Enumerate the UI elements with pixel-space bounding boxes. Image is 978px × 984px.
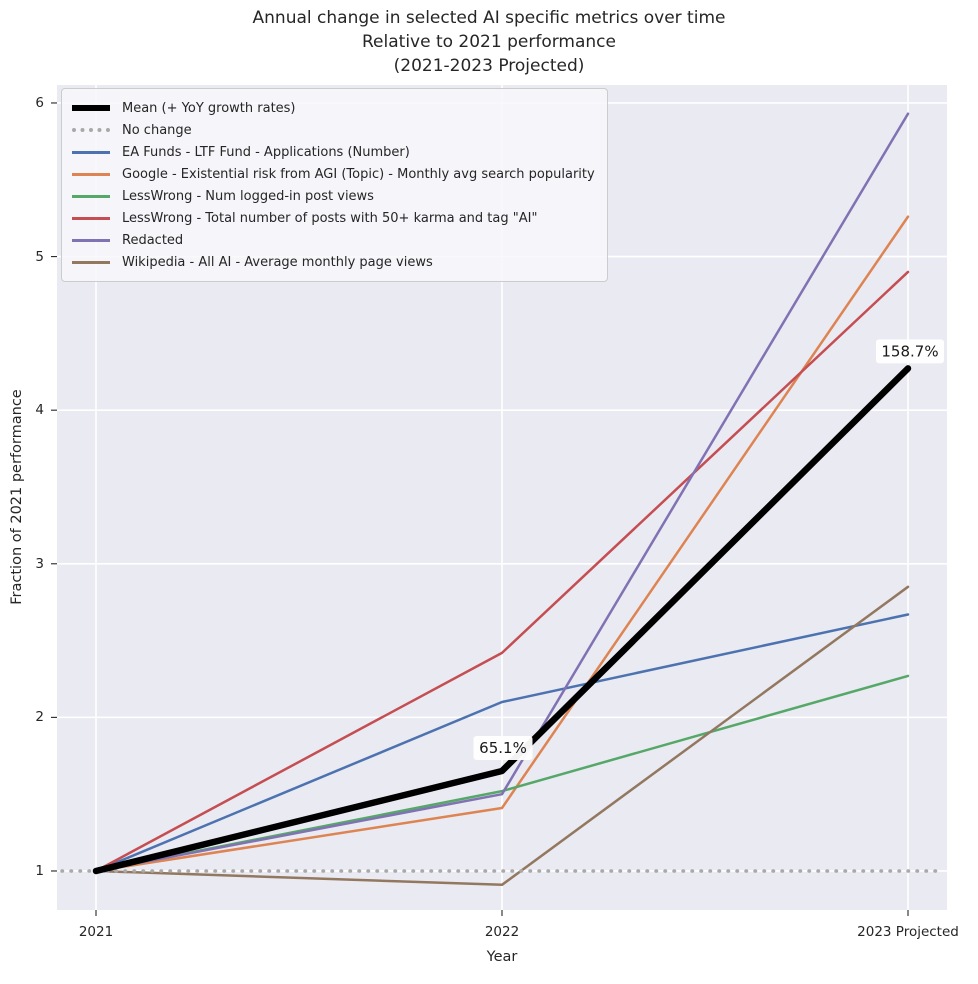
y-tick-labels: 1 2 3 4 5 6: [0, 0, 44, 984]
y-tick-label: 3: [35, 555, 44, 572]
legend-label: Google - Existential risk from AGI (Topi…: [122, 166, 595, 182]
annotation-text: 158.7%: [881, 342, 938, 360]
legend-label: Mean (+ YoY growth rates): [122, 100, 296, 116]
legend-line-sample: [72, 260, 110, 264]
y-tick-label: 6: [35, 94, 44, 111]
annotation: 65.1%: [473, 735, 533, 760]
x-axis-label: Year: [486, 949, 518, 965]
series-line: [94, 270, 910, 873]
series-line: [94, 585, 910, 887]
chart-title-line2: Relative to 2021 performance: [362, 32, 616, 52]
y-tick-label: 5: [35, 248, 44, 265]
legend-line-sample: [72, 216, 110, 220]
chart-title: Annual change in selected AI specific me…: [0, 6, 978, 78]
legend-item: LessWrong - Num logged-in post views: [72, 185, 595, 207]
series-line: [94, 613, 910, 873]
legend-item: Mean (+ YoY growth rates): [72, 97, 595, 119]
legend-item: Wikipedia - All AI - Average monthly pag…: [72, 251, 595, 273]
legend-line-sample: [72, 105, 110, 111]
series-line: [92, 365, 912, 875]
x-tick-label: 2023 Projected: [857, 924, 959, 940]
legend-label: LessWrong - Total number of posts with 5…: [122, 210, 538, 226]
y-tick-label: 1: [35, 862, 44, 879]
legend-item: No change: [72, 119, 595, 141]
chart-title-line3: (2021-2023 Projected): [393, 56, 585, 76]
legend: Mean (+ YoY growth rates) No change EA Fun…: [61, 88, 608, 282]
chart-title-line1: Annual change in selected AI specific me…: [252, 8, 726, 28]
legend-label: Redacted: [122, 232, 184, 248]
legend-line-sample: [72, 128, 110, 132]
legend-label: No change: [122, 122, 192, 138]
legend-label: LessWrong - Num logged-in post views: [122, 188, 374, 204]
legend-label: Wikipedia - All AI - Average monthly pag…: [122, 254, 433, 270]
y-tick-label: 4: [35, 402, 44, 419]
annotation-box: [876, 339, 944, 364]
legend-line-sample: [72, 238, 110, 242]
legend-item: Redacted: [72, 229, 595, 251]
annotation-box: [473, 735, 533, 760]
legend-item: Google - Existential risk from AGI (Topi…: [72, 163, 595, 185]
y-tick-label: 2: [35, 709, 44, 726]
legend-label: EA Funds - LTF Fund - Applications (Numb…: [122, 144, 410, 160]
x-tick-label: 2022: [484, 924, 520, 940]
series-line: [94, 215, 910, 873]
legend-line-sample: [72, 172, 110, 176]
annotation-text: 65.1%: [479, 739, 527, 757]
y-axis-label: Fraction of 2021 performance: [9, 389, 25, 605]
annotation: 158.7%: [876, 339, 944, 364]
legend-item: LessWrong - Total number of posts with 5…: [72, 207, 595, 229]
series-line: [94, 112, 910, 873]
x-tick-label: 2021: [78, 924, 114, 940]
legend-line-sample: [72, 150, 110, 154]
x-tick-labels: 2021 2022 2023 Projected: [0, 924, 978, 944]
legend-item: EA Funds - LTF Fund - Applications (Numb…: [72, 141, 595, 163]
legend-line-sample: [72, 194, 110, 198]
